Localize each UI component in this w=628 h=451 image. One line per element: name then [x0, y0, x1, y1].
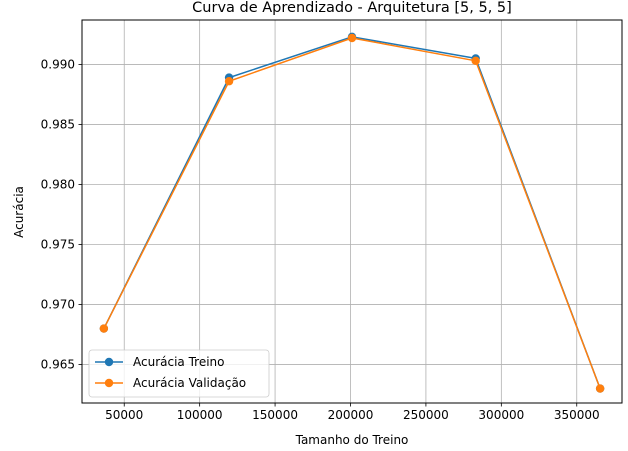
x-tick-label: 350000 — [554, 408, 600, 422]
y-tick-label: 0.980 — [41, 177, 75, 191]
data-point — [99, 324, 109, 333]
series-layer — [99, 32, 605, 393]
x-tick-label: 200000 — [328, 408, 374, 422]
y-tick-label: 0.990 — [41, 57, 75, 71]
x-tick-label: 300000 — [478, 408, 524, 422]
y-axis-ticks: 0.965 0.970 0.975 0.980 0.985 0.990 — [41, 57, 82, 372]
data-point — [347, 33, 357, 43]
x-axis-ticks: 50000 100000 150000 200000 250000 300000 35000… — [105, 403, 600, 422]
legend-label: Acurácia Validação — [133, 376, 246, 390]
y-tick-label: 0.985 — [41, 117, 75, 131]
x-axis-label: Tamanho do Treino — [295, 433, 409, 447]
legend-label: Acurácia Treino — [133, 355, 225, 369]
x-tick-label: 50000 — [105, 408, 143, 422]
y-axis-label: Acurácia — [12, 186, 26, 238]
legend-item: Acurácia Treino — [95, 355, 225, 369]
legend-marker — [104, 357, 114, 367]
x-tick-label: 150000 — [252, 408, 298, 422]
plot-frame — [81, 19, 623, 404]
x-tick-label: 100000 — [177, 408, 223, 422]
data-point — [471, 56, 480, 66]
legend: Acurácia Treino Acurácia Validação — [88, 349, 270, 398]
data-point — [224, 77, 234, 86]
legend-box — [88, 349, 270, 398]
data-point — [595, 384, 605, 393]
chart-title: Curva de Aprendizado - Arquitetura [5, 5… — [192, 0, 512, 16]
y-tick-label: 0.965 — [41, 358, 75, 372]
legend-item: Acurácia Validação — [95, 376, 246, 390]
y-tick-label: 0.970 — [41, 298, 75, 312]
x-tick-label: 250000 — [403, 408, 449, 422]
series-2 — [99, 33, 605, 393]
legend-marker — [104, 378, 114, 388]
y-tick-label: 0.975 — [41, 238, 75, 252]
